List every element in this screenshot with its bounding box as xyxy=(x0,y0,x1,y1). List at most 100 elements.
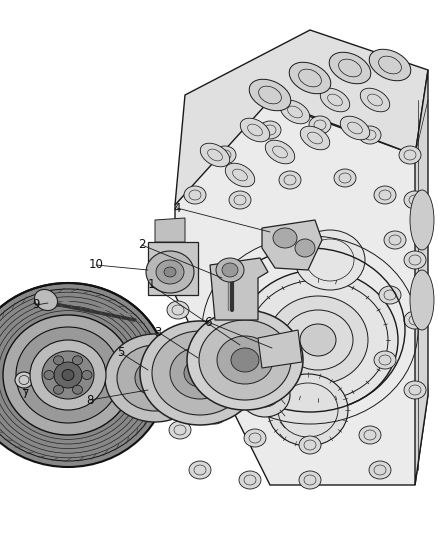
Polygon shape xyxy=(175,100,428,485)
Ellipse shape xyxy=(273,228,297,248)
Ellipse shape xyxy=(167,301,189,319)
Ellipse shape xyxy=(280,100,310,124)
Ellipse shape xyxy=(289,62,331,94)
Ellipse shape xyxy=(299,436,321,454)
Ellipse shape xyxy=(53,385,64,394)
Ellipse shape xyxy=(0,283,168,467)
Ellipse shape xyxy=(225,163,255,187)
Ellipse shape xyxy=(30,340,106,410)
Polygon shape xyxy=(155,218,185,242)
Ellipse shape xyxy=(44,370,54,379)
Ellipse shape xyxy=(82,370,92,379)
Ellipse shape xyxy=(279,171,301,189)
Ellipse shape xyxy=(200,143,230,167)
Ellipse shape xyxy=(300,324,336,356)
Polygon shape xyxy=(70,344,275,392)
Text: 1: 1 xyxy=(147,279,155,292)
Polygon shape xyxy=(210,258,268,320)
Ellipse shape xyxy=(334,169,356,187)
Ellipse shape xyxy=(295,239,315,257)
Ellipse shape xyxy=(152,331,248,415)
Ellipse shape xyxy=(374,186,396,204)
Ellipse shape xyxy=(359,126,381,144)
Text: 2: 2 xyxy=(138,238,146,252)
Ellipse shape xyxy=(222,263,238,277)
Ellipse shape xyxy=(199,320,291,400)
Ellipse shape xyxy=(329,52,371,84)
Text: 9: 9 xyxy=(32,298,40,311)
Polygon shape xyxy=(415,70,428,485)
Ellipse shape xyxy=(187,310,303,410)
Ellipse shape xyxy=(184,359,216,387)
Ellipse shape xyxy=(239,471,261,489)
Ellipse shape xyxy=(404,251,426,269)
Ellipse shape xyxy=(410,190,434,250)
Ellipse shape xyxy=(295,230,365,290)
Ellipse shape xyxy=(404,191,426,209)
Ellipse shape xyxy=(73,385,82,394)
Ellipse shape xyxy=(359,426,381,444)
Ellipse shape xyxy=(238,270,398,410)
Ellipse shape xyxy=(167,361,189,379)
Ellipse shape xyxy=(369,461,391,479)
Ellipse shape xyxy=(189,461,211,479)
Ellipse shape xyxy=(309,116,331,134)
Ellipse shape xyxy=(360,88,390,112)
Ellipse shape xyxy=(268,374,348,446)
Ellipse shape xyxy=(369,49,411,80)
Ellipse shape xyxy=(164,267,176,277)
Ellipse shape xyxy=(320,88,350,112)
Ellipse shape xyxy=(265,140,295,164)
Ellipse shape xyxy=(3,315,133,435)
Ellipse shape xyxy=(399,146,421,164)
Ellipse shape xyxy=(299,471,321,489)
Ellipse shape xyxy=(146,251,194,293)
Ellipse shape xyxy=(73,356,82,365)
Text: 8: 8 xyxy=(86,393,94,407)
Ellipse shape xyxy=(249,79,291,111)
Ellipse shape xyxy=(244,429,266,447)
Text: 3: 3 xyxy=(154,326,162,338)
Ellipse shape xyxy=(54,362,82,388)
Ellipse shape xyxy=(229,191,251,209)
Ellipse shape xyxy=(35,289,57,311)
Ellipse shape xyxy=(169,421,191,439)
Ellipse shape xyxy=(240,118,270,142)
Ellipse shape xyxy=(62,369,74,381)
Ellipse shape xyxy=(184,186,206,204)
Ellipse shape xyxy=(404,311,426,329)
Ellipse shape xyxy=(117,345,193,411)
Ellipse shape xyxy=(410,270,434,330)
Ellipse shape xyxy=(404,381,426,399)
Text: 6: 6 xyxy=(204,316,212,328)
Ellipse shape xyxy=(217,336,273,384)
Ellipse shape xyxy=(384,231,406,249)
Ellipse shape xyxy=(216,258,244,282)
Polygon shape xyxy=(175,30,428,205)
Text: 10: 10 xyxy=(88,259,103,271)
Text: 4: 4 xyxy=(173,201,181,214)
Ellipse shape xyxy=(231,348,259,372)
Ellipse shape xyxy=(374,351,396,369)
Ellipse shape xyxy=(379,286,401,304)
Ellipse shape xyxy=(170,347,230,399)
Ellipse shape xyxy=(204,406,226,424)
Ellipse shape xyxy=(259,121,281,139)
Ellipse shape xyxy=(156,260,184,284)
Ellipse shape xyxy=(145,369,165,387)
Text: 5: 5 xyxy=(117,346,125,359)
Polygon shape xyxy=(262,220,322,270)
Ellipse shape xyxy=(140,321,260,425)
Text: 7: 7 xyxy=(22,387,30,400)
Ellipse shape xyxy=(135,360,175,396)
Ellipse shape xyxy=(340,116,370,140)
Ellipse shape xyxy=(240,373,290,417)
Ellipse shape xyxy=(16,327,120,423)
Ellipse shape xyxy=(53,356,64,365)
Ellipse shape xyxy=(300,126,330,150)
Ellipse shape xyxy=(42,351,94,399)
Polygon shape xyxy=(148,242,198,295)
Polygon shape xyxy=(258,330,302,368)
Ellipse shape xyxy=(167,246,189,264)
Ellipse shape xyxy=(15,372,33,388)
